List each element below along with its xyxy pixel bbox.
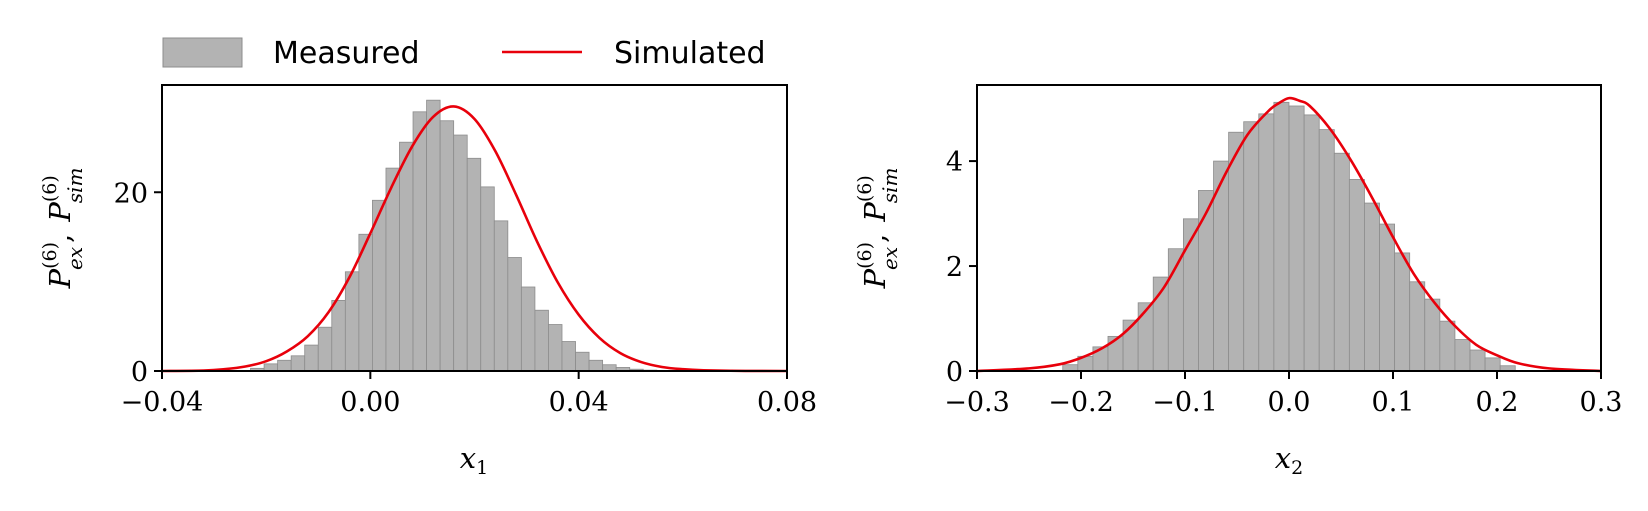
panel-x2-bar (1273, 101, 1290, 372)
panel-x1-xtick-label: 0.00 (340, 387, 400, 418)
panel-x2-bar (1454, 339, 1471, 372)
panel-x1-bar (520, 286, 536, 372)
panel-x1-bar (561, 341, 576, 372)
panel-x1-bar (480, 186, 495, 372)
panel-x2-xtick-label: 0.1 (1372, 387, 1415, 418)
legend-measured-swatch (162, 37, 243, 68)
panel-x2-bar (1318, 129, 1335, 372)
panel-x2-bar (1228, 131, 1245, 372)
panel-x1-bar (507, 257, 522, 372)
panel-x1-bar (412, 111, 427, 372)
legend-measured-label: Measured (273, 36, 420, 71)
panel-x2-bar (1469, 349, 1486, 372)
panel-x1-frame (161, 84, 788, 372)
panel-x2-bar (1288, 105, 1305, 372)
panel-x2-bar (1364, 202, 1380, 372)
legend: Measured Simulated (162, 36, 766, 71)
panel-x2: −0.3 −0.2 −0.1 0.0 0.1 0.2 0.3 0 2 4 x2 P(6) ex,P… (854, 84, 1622, 479)
panel-x1-bar (317, 326, 333, 372)
panel-x2-xtick-label: −0.1 (1152, 387, 1218, 418)
panel-x1-bar (466, 157, 482, 372)
panel-x2-yticks: 0 2 4 (946, 147, 977, 388)
panel-x1-bar (290, 355, 306, 372)
panel-x2-xlabel: x2 (1275, 441, 1303, 479)
panel-x1-bar (426, 99, 441, 372)
panel-x1-bar (277, 359, 292, 372)
panel-x2-bar (1439, 320, 1456, 372)
panel-x2-xticks: −0.3 −0.2 −0.1 0.0 0.1 0.2 0.3 (944, 371, 1622, 418)
svg-text:P(6)ex,P(6)sim: P(6) ex,P(6) sim (39, 168, 87, 290)
panel-x2-bar (1394, 252, 1411, 372)
panel-x2-xtick-label: 0.3 (1580, 387, 1623, 418)
panel-x1-xticks: −0.04 0.00 0.04 0.08 (121, 371, 817, 418)
panel-x2-xtick-label: −0.2 (1048, 387, 1114, 418)
panel-x1-bar (331, 299, 346, 372)
svg-text:P(6)ex,P(6)sim: P(6) ex,P(6) sim (854, 168, 902, 290)
panel-x2-bar (1303, 114, 1320, 372)
panel-x1-ylabel: P(6) ex,P(6) sim (39, 168, 87, 290)
panel-x1-bar (548, 324, 563, 372)
panel-x1-xlabel: x1 (460, 441, 488, 479)
panel-x1-bar (453, 134, 468, 372)
panel-x2-bar (1424, 298, 1441, 372)
panel-x2-bar (1107, 335, 1124, 372)
panel-x1-bar (304, 344, 319, 372)
panel-x1-bar (263, 363, 279, 372)
panel-x2-ytick-label: 2 (946, 252, 963, 283)
panel-x1-ytick-label: 0 (131, 357, 148, 388)
panel-x2-bar (1333, 152, 1350, 372)
panel-x1-bar (344, 271, 360, 372)
panel-x1-xtick-label: 0.08 (757, 387, 817, 418)
panel-x1-xtick-label: −0.04 (121, 387, 204, 418)
panel-x2-bars (1062, 101, 1516, 372)
panel-x2-xtick-label: 0.0 (1268, 387, 1311, 418)
panel-x1-bar (399, 141, 414, 372)
panel-x2-bar (1409, 281, 1426, 372)
panel-x2-bar (1348, 179, 1365, 372)
panel-x2-bar (1243, 121, 1260, 372)
panel-x1-bar (493, 220, 509, 372)
panel-x2-xtick-label: −0.3 (944, 387, 1010, 418)
panel-x1: −0.04 0.00 0.04 0.08 0 20 x1 P(6) ex,P(6) sim (39, 84, 817, 479)
panel-x2-bar (1198, 190, 1214, 372)
panel-x1-bar (588, 359, 604, 372)
panel-x2-bar (1258, 113, 1275, 372)
panel-x2-ylabel: P(6) ex,P(6) sim (854, 168, 902, 290)
panel-x1-bar (575, 351, 590, 372)
panel-x1-ytick-label: 20 (114, 178, 148, 209)
panel-x2-simulated-curve (976, 96, 1602, 373)
legend-simulated-label: Simulated (614, 36, 766, 71)
panel-x2-bar (1484, 357, 1501, 372)
panel-x2-bar (1137, 302, 1154, 372)
panel-x1-bar (385, 167, 400, 372)
panel-x2-ytick-label: 0 (946, 357, 963, 388)
panel-x2-bar (1379, 223, 1396, 372)
panel-x1-xtick-label: 0.04 (549, 387, 609, 418)
panel-x1-bar (534, 309, 549, 372)
panel-x2-ytick-label: 4 (946, 147, 963, 178)
panel-x1-simulated-curve (161, 105, 788, 373)
panel-x1-bar (439, 120, 455, 372)
panel-x1-yticks: 0 20 (114, 178, 162, 388)
panel-x2-xtick-label: 0.2 (1476, 387, 1519, 418)
